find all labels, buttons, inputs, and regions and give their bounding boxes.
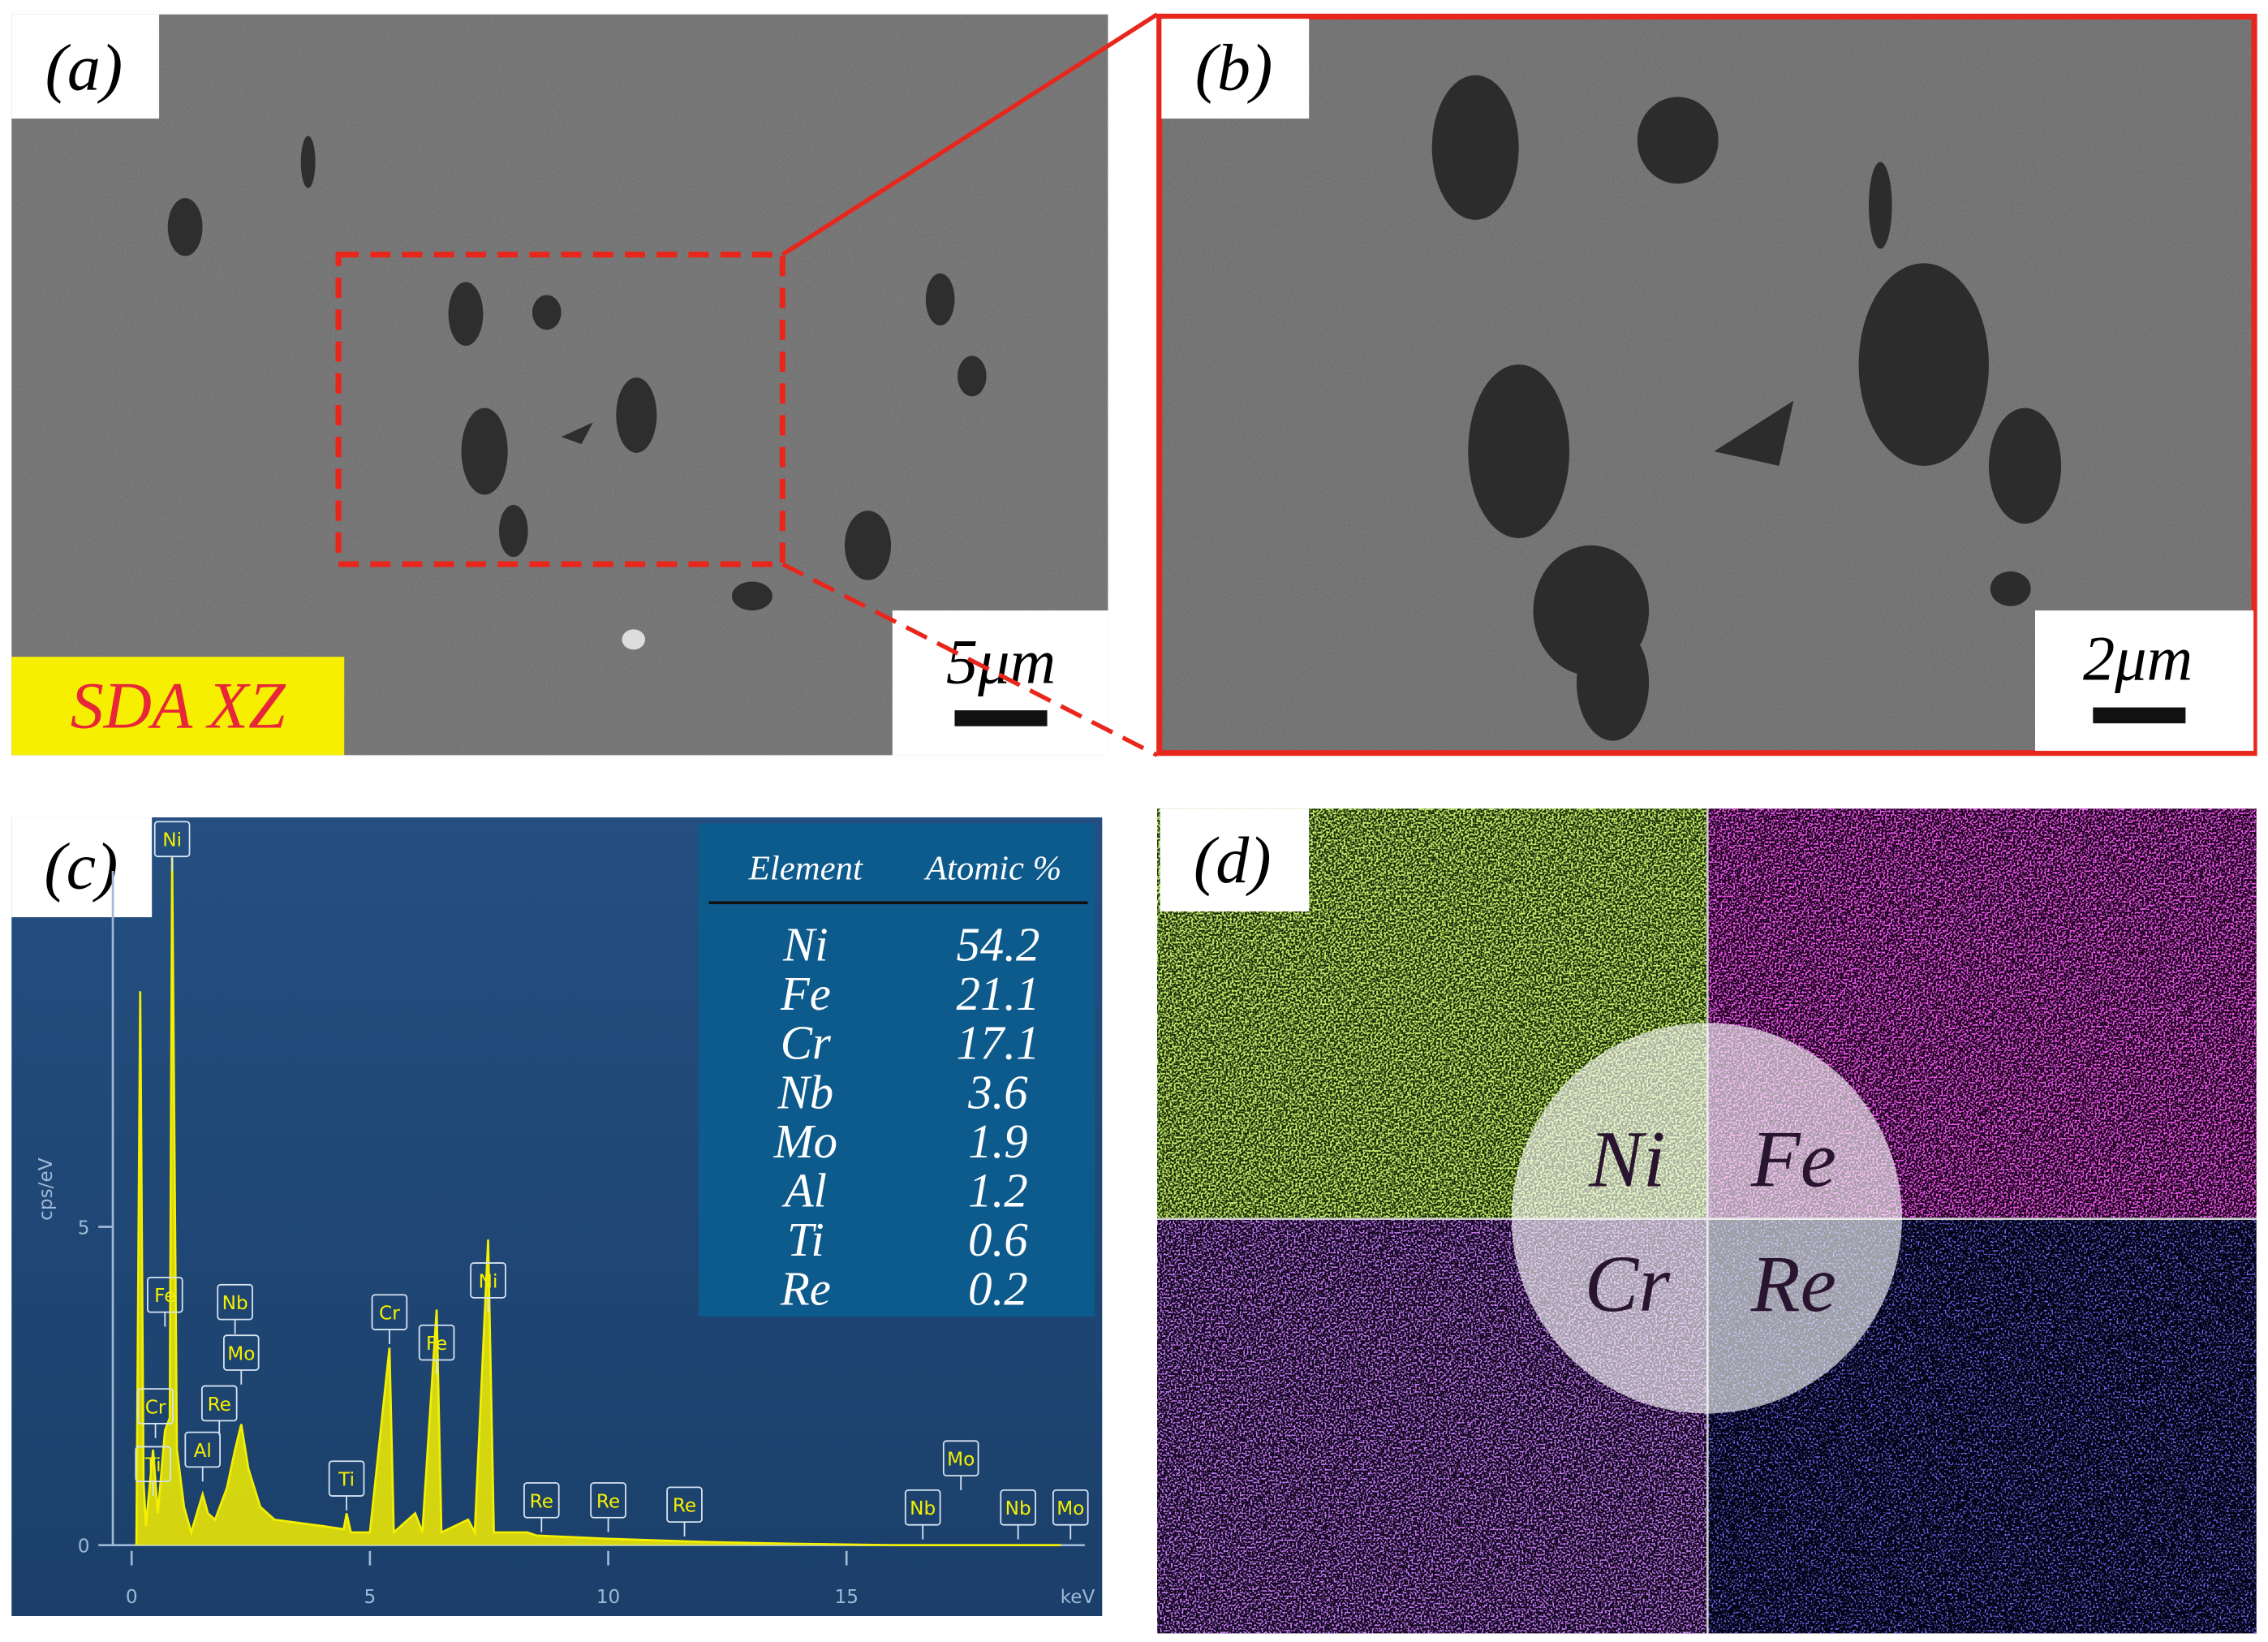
table-cell: 21.1 [956, 968, 1039, 1020]
peak-label: Mo [947, 1449, 975, 1471]
scale-box [2035, 610, 2254, 752]
sample-label: SDA XZ [71, 669, 286, 743]
panel-a: (a) SDA XZ 5μm [11, 14, 1108, 756]
peak-box [371, 1294, 408, 1330]
y-tick-label: 5 [78, 1217, 90, 1239]
peak-box [1000, 1489, 1036, 1526]
peak-label: Ti [338, 1469, 355, 1491]
table-cell: Al [781, 1165, 827, 1217]
x-tick-label: 0 [126, 1586, 138, 1608]
table-cell: 17.1 [956, 1017, 1039, 1070]
peak-box [217, 1283, 253, 1321]
scale-bar [2093, 707, 2186, 724]
x-tick-label: 15 [834, 1586, 858, 1608]
panel-label: (c) [44, 829, 118, 903]
map-label: Re [1750, 1239, 1836, 1329]
peak-box [942, 1440, 979, 1476]
table-cell: 3.6 [967, 1066, 1028, 1118]
table-cell: Cr [781, 1017, 832, 1070]
table-cell: Ni [782, 919, 828, 972]
spectrum-line [135, 857, 1061, 1546]
panel-b: (b) 2μm [1156, 13, 2257, 756]
peak-box [470, 1262, 506, 1299]
panel-label: (b) [1195, 30, 1273, 104]
peak-box [904, 1489, 941, 1526]
peak-box [135, 1446, 171, 1483]
table-cell: Ti [787, 1213, 824, 1266]
peak-label: Nb [222, 1292, 248, 1314]
label-box [1161, 19, 1310, 119]
peak-label: Ni [162, 830, 182, 851]
peak-label: Fe [426, 1333, 447, 1355]
peak-box [666, 1486, 703, 1523]
particles [167, 136, 987, 611]
label-box [11, 14, 160, 119]
panel-label: (d) [1194, 823, 1272, 897]
peak-box [200, 1385, 238, 1422]
peak-box [137, 1388, 174, 1424]
peak-box [223, 1334, 260, 1371]
table-cell: Re [780, 1263, 831, 1316]
table-cell: Nb [777, 1066, 834, 1118]
peak-label: Re [673, 1495, 696, 1517]
scale-label: 2μm [2083, 623, 2193, 694]
map-label: Cr [1585, 1239, 1672, 1329]
y-axis-label: cps/eV [35, 1157, 57, 1221]
panel-label: (a) [45, 30, 123, 104]
table-cell: Fe [780, 968, 831, 1020]
particles [1431, 75, 2062, 741]
table-cell: Mo [773, 1115, 837, 1168]
table-cell: 1.2 [968, 1165, 1028, 1217]
y-tick-label: 0 [78, 1536, 90, 1558]
peak-label: Nb [1005, 1498, 1031, 1519]
table-header: Element [748, 850, 863, 888]
table-cell: 0.6 [968, 1213, 1028, 1266]
peak-label: Ti [144, 1455, 161, 1476]
legend-circle [1511, 1023, 1903, 1414]
frame [1156, 13, 2257, 756]
x-axis-label: keV [1061, 1586, 1095, 1608]
peak-box [523, 1482, 560, 1519]
scale-box [892, 610, 1108, 756]
peak-box [418, 1324, 455, 1361]
panel-d: Ni Fe Cr Re (d) [1157, 808, 2257, 1634]
peak-label: Mo [1057, 1498, 1084, 1519]
peak-label: Cr [145, 1396, 166, 1418]
peak-label: Re [530, 1490, 553, 1512]
map-label: Ni [1588, 1114, 1665, 1205]
zoom-line [781, 12, 1159, 256]
peak-label: Re [208, 1394, 231, 1416]
scale-label: 5μm [946, 626, 1056, 696]
x-tick-label: 10 [596, 1586, 620, 1608]
peak-label: Re [596, 1490, 620, 1512]
sample-box [11, 657, 345, 756]
peak-box [590, 1482, 626, 1519]
table-box [698, 823, 1095, 1317]
peak-box [153, 821, 191, 858]
table-cell: 0.2 [968, 1263, 1028, 1316]
x-tick-label: 5 [364, 1586, 377, 1608]
panel-c: Element Atomic % (c) Ni 54.2 Fe 21.1 Cr 17.1 N… [11, 817, 1103, 1616]
peak-box [1052, 1489, 1089, 1526]
peak-label: Nb [910, 1498, 936, 1519]
zoom-box [335, 252, 785, 567]
peak-label: Mo [227, 1342, 255, 1364]
zoom-line [781, 562, 1159, 757]
label-box [1160, 808, 1310, 912]
map-label: Fe [1750, 1114, 1836, 1205]
peak-box [147, 1276, 183, 1313]
table-cell: 54.2 [956, 919, 1039, 972]
peak-box [184, 1431, 222, 1468]
peak-label: Al [194, 1440, 212, 1462]
peak-box [328, 1460, 365, 1497]
peak-label: Cr [379, 1303, 400, 1325]
peak-label: Ni [479, 1270, 498, 1292]
table-cell: 1.9 [968, 1115, 1028, 1168]
peak-label: Fe [154, 1285, 175, 1307]
label-box [11, 817, 153, 918]
scale-bar [954, 710, 1048, 726]
table-header: Atomic % [923, 850, 1061, 888]
